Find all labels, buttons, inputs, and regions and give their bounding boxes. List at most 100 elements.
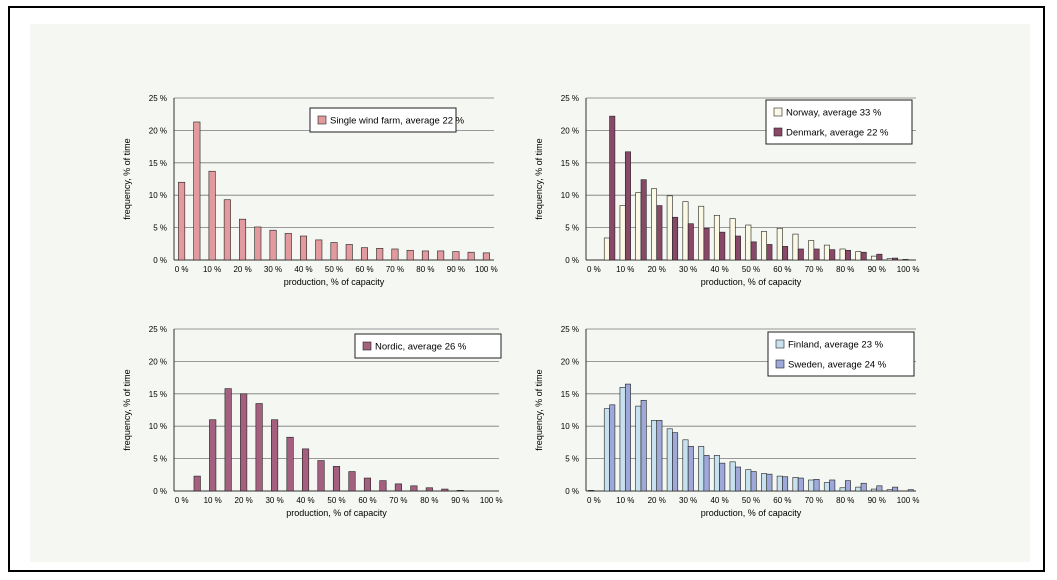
bar [410,485,418,492]
bar [467,251,475,261]
x-tick-label: 100 % [475,265,498,274]
legend: Finland, average 23 % Sweden, average 24 … [767,331,915,377]
y-tick-label: 10 % [561,422,579,431]
y-tick-label: 5 % [153,455,167,464]
y-tick-label: 20 % [561,357,579,366]
bar [624,151,631,261]
bar [792,477,799,492]
bar [782,246,789,261]
bar [829,249,836,261]
y-tick-label: 20 % [149,357,167,366]
y-tick-label: 20 % [149,126,167,135]
bar [844,480,851,492]
x-tick-label: 80 % [420,496,438,505]
x-axis-title: production, % of capacity [286,508,387,518]
y-tick-label: 10 % [149,422,167,431]
bar [178,181,186,261]
bar [719,462,726,492]
bar [886,258,893,261]
x-tick-label: 40 % [294,265,312,274]
legend-swatch [775,339,785,349]
bar [860,251,867,261]
bar [776,475,783,492]
bar [391,248,399,261]
bar [193,475,201,492]
bar [871,255,878,261]
x-tick-label: 40 % [710,496,728,505]
bar [813,248,820,261]
bar [729,461,736,492]
legend: Single wind farm, average 22 % [309,107,465,133]
x-tick-label: 70 % [389,496,407,505]
y-tick-label: 15 % [149,159,167,168]
bar [839,248,846,261]
bar [823,244,830,261]
bar [860,482,867,492]
chart-3: 0 % 5 % 10 % 15 % 20 % 25 % 0 % 10 % 20 % 30 % 40 … [122,325,503,518]
bar [619,205,626,261]
bar [797,248,804,261]
legend-box [354,333,502,359]
bar [482,252,490,261]
bar [808,240,815,261]
bar [745,224,752,261]
y-tick-label: 15 % [561,390,579,399]
bar [239,218,247,261]
bar [452,251,460,261]
bar [441,488,449,492]
bar [603,237,610,261]
bar [907,489,914,492]
bar [300,235,308,261]
bar [348,471,356,492]
y-axis-title: frequency, % of time [534,138,544,219]
x-tick-label: 20 % [233,265,251,274]
chart-1: 0 % 5 % 10 % 15 % 20 % 25 % 0 % 10 % 20 % 30 % 40 … [122,94,498,287]
bar [330,242,338,261]
y-tick-label: 5 % [565,455,579,464]
y-tick-label: 25 % [561,325,579,334]
bar [588,490,595,492]
x-tick-label: 100 % [480,496,503,505]
bar [619,387,626,492]
x-tick-label: 60 % [773,496,791,505]
bar [332,466,341,492]
y-tick-label: 15 % [561,159,579,168]
bar [223,199,231,261]
bar [776,227,783,261]
x-tick-label: 0 % [175,496,189,505]
y-tick-label: 0 % [565,487,579,496]
bar [855,486,862,492]
bar [315,239,323,261]
x-tick-label: 10 % [203,265,221,274]
legend-swatch [317,115,327,125]
bar [687,223,694,261]
bar [892,257,899,261]
bar [286,436,294,492]
legend-swatch [775,359,785,369]
bar [271,419,279,492]
y-tick-label: 5 % [565,224,579,233]
y-tick-label: 10 % [149,191,167,200]
legend-box [765,99,913,145]
y-tick-label: 25 % [149,94,167,103]
bar [379,480,387,492]
bar [797,477,804,492]
x-tick-label: 100 % [897,496,920,505]
bar [651,188,658,261]
bar [682,439,689,492]
chart-4: 0 % 5 % 10 % 15 % 20 % 25 % 0 % 10 % 20 % 30 % 40 … [534,325,919,518]
bar [224,388,232,492]
x-tick-label: 20 % [648,265,666,274]
bar [376,248,384,261]
y-tick-label: 10 % [561,191,579,200]
bar [766,473,773,492]
bar [672,432,679,492]
x-tick-label: 40 % [710,265,728,274]
bar [240,393,248,492]
x-tick-label: 20 % [235,496,253,505]
x-tick-label: 20 % [648,496,666,505]
bar [345,244,353,261]
legend-label: Nordic, average 26 % [375,342,467,353]
bar [421,250,429,261]
x-tick-label: 60 % [358,496,376,505]
